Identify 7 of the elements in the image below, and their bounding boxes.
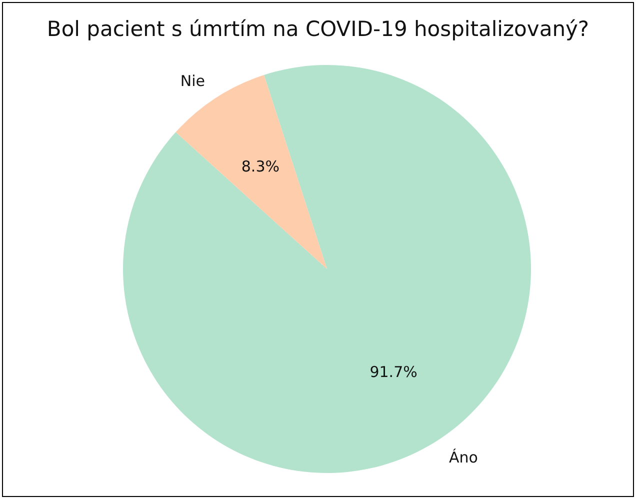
pie-slice bbox=[176, 74, 327, 269]
data-label: 8.3% bbox=[241, 158, 280, 176]
slice-label: Nie bbox=[180, 72, 205, 90]
slice-label: Áno bbox=[449, 448, 478, 467]
data-label: 91.7% bbox=[370, 362, 418, 381]
chart-title: Bol pacient s úmrtím na COVID-19 hospitalizovaný? bbox=[46, 17, 590, 41]
pie-slice bbox=[123, 65, 531, 473]
